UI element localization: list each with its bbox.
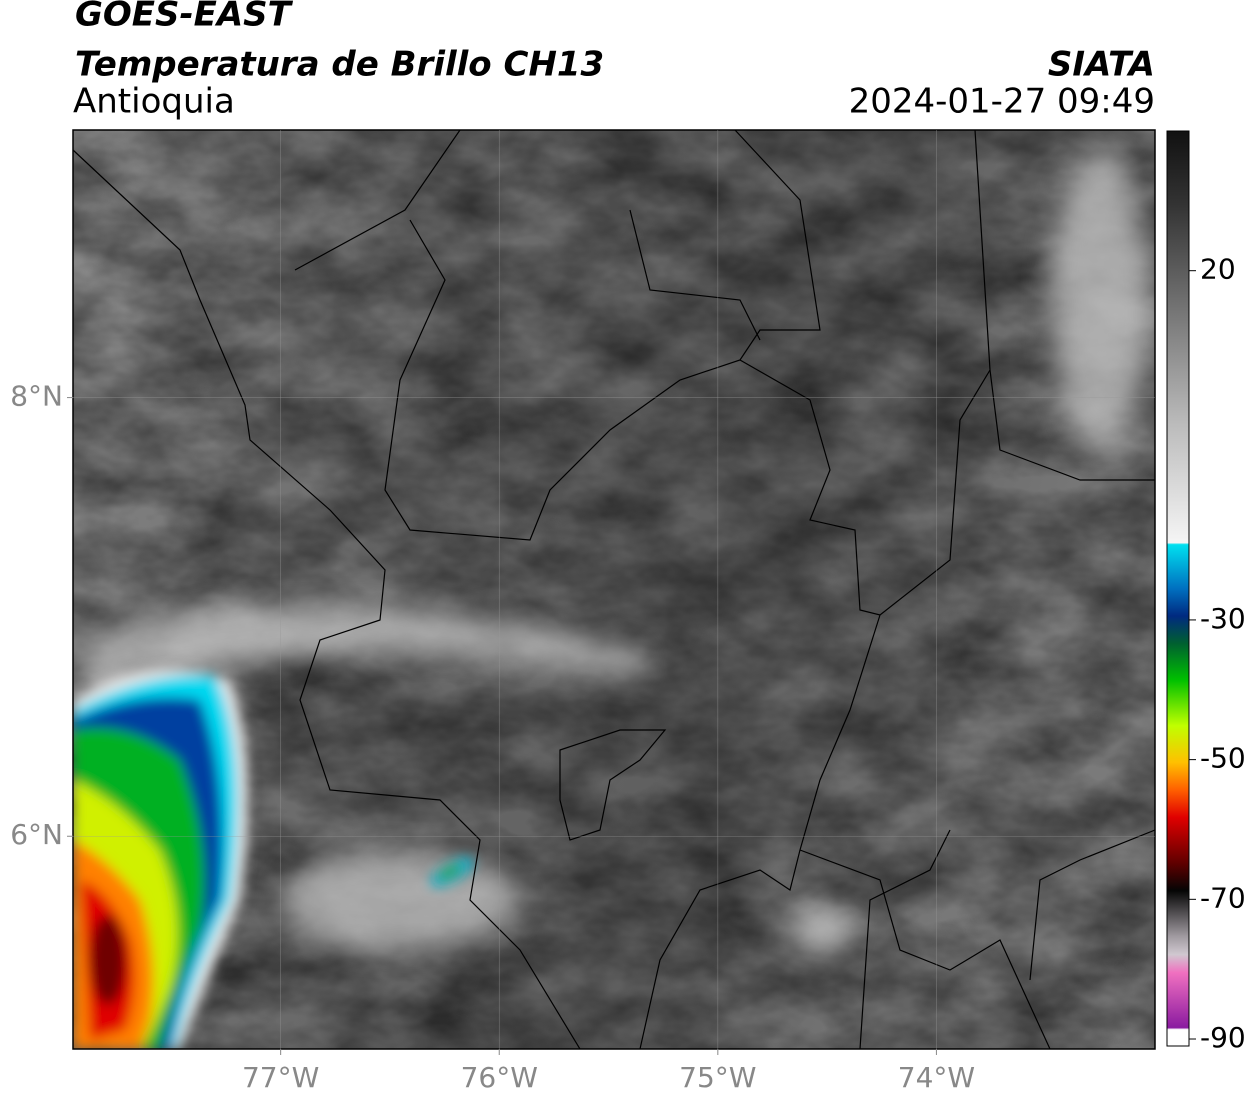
colorbar-label: -70: [1200, 881, 1246, 914]
imagery: [73, 130, 1155, 1049]
title: GOES-EAST: [75, 0, 294, 35]
map-frame: [72, 129, 1156, 1050]
colorbar-label: 20: [1200, 253, 1236, 286]
lon-tick-label: 74°W: [898, 1061, 975, 1094]
lon-tick-label: 76°W: [461, 1061, 538, 1094]
lat-tick-label: 6°N: [10, 818, 63, 851]
datetime: 2024-01-27 09:49: [849, 82, 1155, 122]
lat-tick-label: 8°N: [10, 380, 63, 413]
colorbar: [1166, 130, 1190, 1047]
lon-tick-label: 75°W: [679, 1061, 756, 1094]
colorbar-label: -50: [1200, 742, 1246, 775]
boundaries: [73, 130, 1155, 1049]
colorbar-label: -30: [1200, 602, 1246, 635]
region: Antioquia: [73, 82, 235, 122]
colorbar-label: -90: [1200, 1021, 1246, 1054]
product: Temperatura de Brillo CH13: [75, 45, 604, 85]
source: SIATA: [1048, 45, 1155, 85]
lon-tick-label: 77°W: [242, 1061, 319, 1094]
